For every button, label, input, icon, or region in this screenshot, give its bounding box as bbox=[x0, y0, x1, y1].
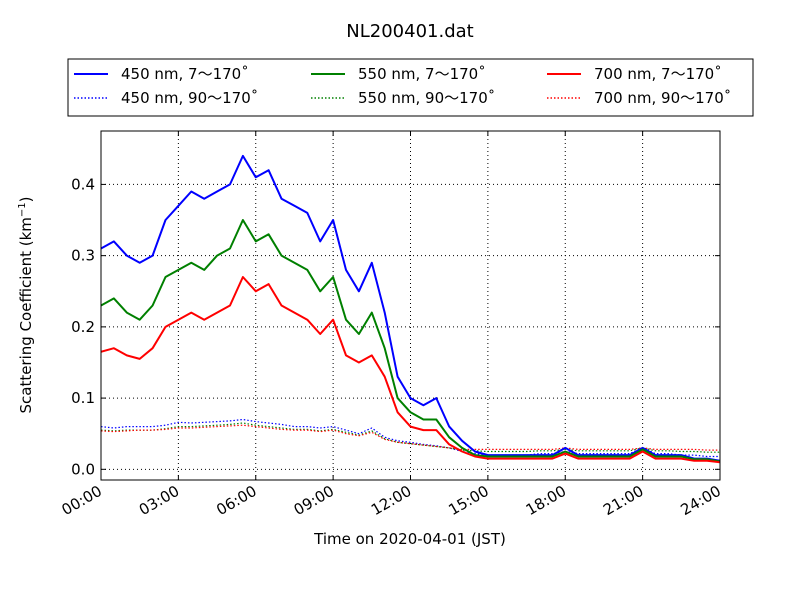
x-tick-label: 12:00 bbox=[368, 482, 414, 519]
x-tick-label: 18:00 bbox=[523, 482, 569, 519]
y-axis-label-main: Scattering Coefficient (km bbox=[17, 217, 35, 413]
x-tick-label: 24:00 bbox=[678, 482, 724, 519]
x-tick-label: 06:00 bbox=[213, 482, 259, 519]
series-line bbox=[101, 219, 720, 463]
x-tick-label: 15:00 bbox=[445, 482, 491, 519]
legend-label: 450 nm, 7～170˚ bbox=[121, 65, 249, 83]
y-axis-label-exponent: −1 bbox=[17, 202, 28, 217]
y-axis-label-suffix: ) bbox=[17, 196, 35, 202]
y-tick-label: 0.4 bbox=[71, 175, 95, 193]
series-line bbox=[101, 276, 720, 464]
legend-label: 550 nm, 90～170˚ bbox=[358, 89, 495, 107]
y-axis-label: Scattering Coefficient (km−1) bbox=[17, 196, 35, 413]
series-line bbox=[101, 418, 720, 458]
series-line bbox=[101, 424, 720, 451]
x-axis: 00:00 03:00 06:00 09:00 12:00 15:00 18:00 21:00… bbox=[59, 131, 724, 519]
x-tick-label: 21:00 bbox=[600, 482, 646, 519]
y-tick-label: 0.2 bbox=[71, 318, 95, 336]
chart-title: NL200401.dat bbox=[346, 21, 473, 42]
legend-label: 700 nm, 90～170˚ bbox=[594, 89, 731, 107]
legend-label: 550 nm, 7～170˚ bbox=[358, 65, 486, 83]
y-tick-label: 0.3 bbox=[71, 247, 95, 265]
legend: 450 nm, 7～170˚ 450 nm, 90～170˚ 550 nm, 7～1… bbox=[67, 58, 754, 117]
grid bbox=[101, 131, 720, 480]
legend-label: 450 nm, 90～170˚ bbox=[121, 89, 258, 107]
legend-label: 700 nm, 7～170˚ bbox=[594, 65, 722, 83]
y-tick-label: 0.1 bbox=[71, 389, 95, 407]
series-layer bbox=[101, 154, 720, 464]
legend-box bbox=[67, 58, 754, 117]
y-tick-label: 0.0 bbox=[71, 460, 95, 478]
x-tick-label: 00:00 bbox=[59, 482, 105, 519]
x-axis-label: Time on 2020-04-01 (JST) bbox=[313, 530, 506, 548]
x-tick-label: 03:00 bbox=[136, 482, 182, 519]
y-axis: 0.0 0.1 0.2 0.3 0.4 bbox=[71, 175, 720, 478]
x-tick-label: 09:00 bbox=[291, 482, 337, 519]
series-line bbox=[101, 154, 720, 462]
